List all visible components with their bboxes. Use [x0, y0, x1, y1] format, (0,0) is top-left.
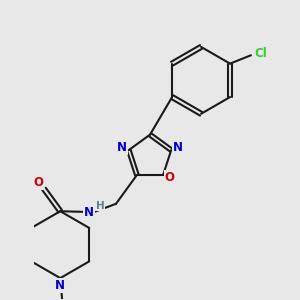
Text: Cl: Cl	[255, 47, 268, 60]
Text: O: O	[33, 176, 43, 189]
Text: N: N	[173, 141, 183, 154]
Text: N: N	[84, 206, 94, 219]
Text: O: O	[165, 171, 175, 184]
Text: N: N	[55, 279, 65, 292]
Text: H: H	[96, 201, 105, 211]
Text: N: N	[117, 141, 127, 154]
